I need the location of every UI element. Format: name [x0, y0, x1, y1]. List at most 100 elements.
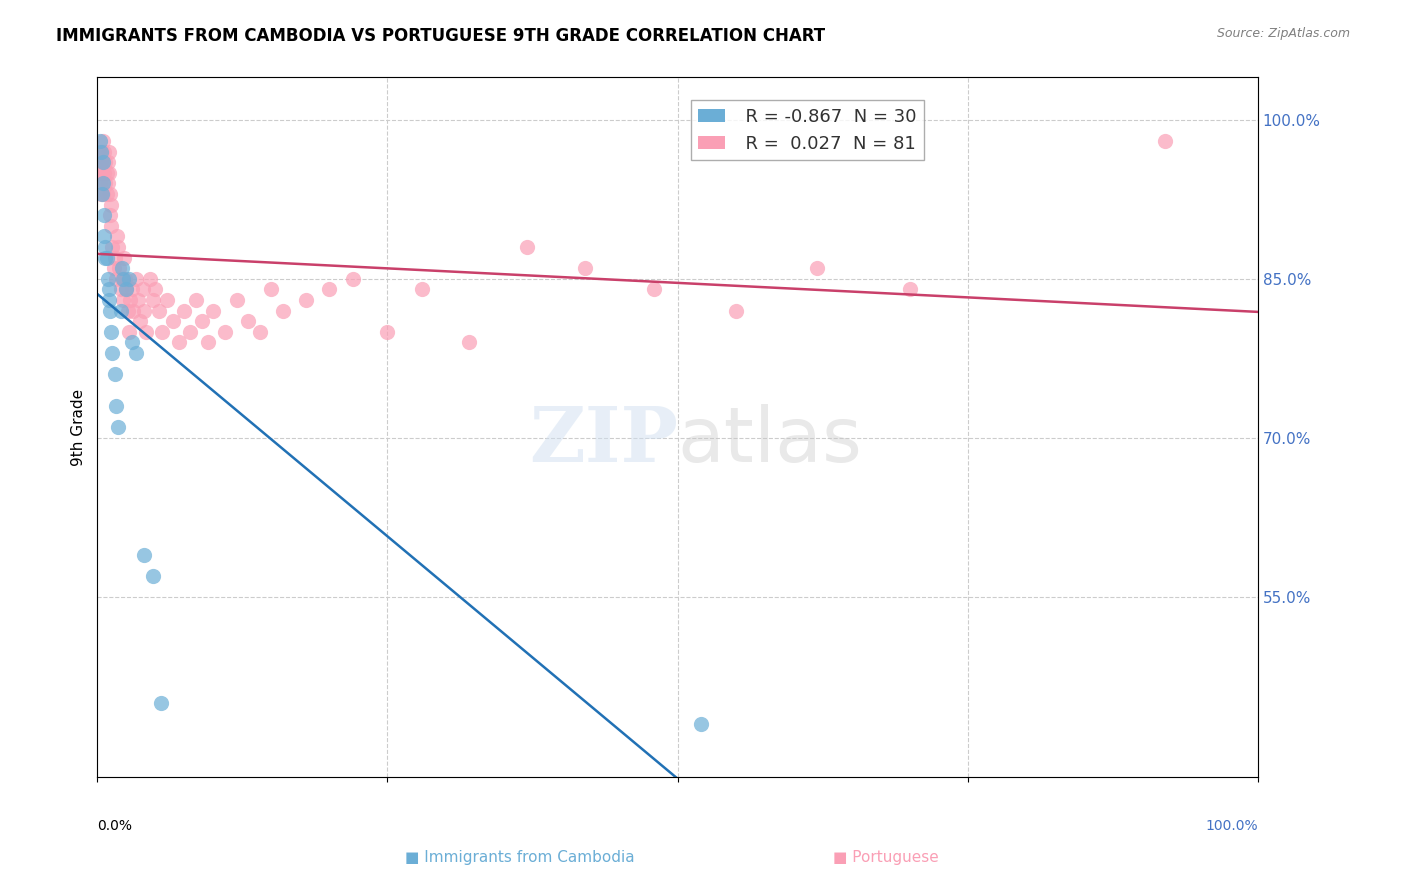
Point	[271, 303, 294, 318]
Legend:   R = -0.867  N = 30,   R =  0.027  N = 81: R = -0.867 N = 30, R = 0.027 N = 81	[690, 101, 924, 160]
Point	[104, 399, 127, 413]
Point	[724, 303, 747, 318]
Point	[93, 229, 115, 244]
Point	[100, 219, 122, 233]
Point	[117, 303, 139, 318]
Point	[574, 261, 596, 276]
Point	[191, 314, 214, 328]
Point	[104, 368, 127, 382]
Point	[121, 335, 143, 350]
Text: ■ Portuguese: ■ Portuguese	[832, 850, 939, 865]
Point	[150, 696, 173, 710]
Point	[110, 303, 132, 318]
Point	[132, 303, 155, 318]
Point	[135, 325, 157, 339]
Point	[122, 303, 145, 318]
Point	[127, 293, 149, 307]
Point	[98, 187, 121, 202]
Point	[145, 283, 167, 297]
Text: 0.0%: 0.0%	[97, 819, 132, 833]
Point	[97, 177, 120, 191]
Point	[98, 208, 121, 222]
Point	[342, 272, 364, 286]
Point	[93, 208, 115, 222]
Point	[249, 325, 271, 339]
Point	[167, 335, 190, 350]
Point	[115, 283, 138, 297]
Point	[114, 272, 136, 286]
Point	[111, 261, 134, 276]
Point	[173, 303, 195, 318]
Point	[111, 272, 134, 286]
Point	[97, 166, 120, 180]
Point	[94, 177, 117, 191]
Point	[87, 145, 110, 159]
Point	[295, 293, 318, 307]
Point	[90, 155, 112, 169]
Point	[105, 229, 128, 244]
Point	[101, 240, 124, 254]
Point	[111, 272, 134, 286]
Point	[97, 145, 120, 159]
Point	[101, 346, 124, 360]
Point	[162, 314, 184, 328]
Point	[121, 283, 143, 297]
Point	[91, 155, 114, 169]
Point	[91, 187, 114, 202]
Point	[97, 272, 120, 286]
Point	[107, 240, 129, 254]
Point	[148, 303, 170, 318]
Point	[377, 325, 399, 339]
Point	[225, 293, 247, 307]
Point	[142, 568, 165, 582]
Point	[97, 155, 120, 169]
Point	[643, 283, 665, 297]
Point	[93, 166, 115, 180]
Point	[89, 134, 111, 148]
Point	[94, 251, 117, 265]
Point	[142, 293, 165, 307]
Point	[90, 145, 112, 159]
Point	[129, 314, 152, 328]
Point	[132, 548, 155, 562]
Point	[98, 303, 121, 318]
Point	[97, 293, 120, 307]
Point	[91, 166, 114, 180]
Point	[516, 240, 538, 254]
Text: Source: ZipAtlas.com: Source: ZipAtlas.com	[1216, 27, 1350, 40]
Point	[112, 251, 135, 265]
Point	[202, 303, 225, 318]
Point	[124, 346, 146, 360]
Point	[91, 155, 114, 169]
Point	[806, 261, 828, 276]
Point	[100, 325, 122, 339]
Point	[89, 177, 111, 191]
Point	[131, 283, 153, 297]
Point	[124, 272, 146, 286]
Point	[107, 420, 129, 434]
Point	[111, 293, 134, 307]
Point	[118, 272, 141, 286]
Point	[238, 314, 260, 328]
Point	[156, 293, 179, 307]
Point	[118, 293, 141, 307]
Point	[1154, 134, 1177, 148]
Text: IMMIGRANTS FROM CAMBODIA VS PORTUGUESE 9TH GRADE CORRELATION CHART: IMMIGRANTS FROM CAMBODIA VS PORTUGUESE 9…	[56, 27, 825, 45]
Point	[457, 335, 479, 350]
Y-axis label: 9th Grade: 9th Grade	[72, 389, 86, 466]
Point	[96, 187, 118, 202]
Point	[91, 145, 114, 159]
Point	[90, 187, 112, 202]
Point	[96, 166, 118, 180]
Point	[93, 145, 115, 159]
Point	[100, 197, 122, 211]
Point	[91, 134, 114, 148]
Point	[179, 325, 201, 339]
Text: ■ Immigrants from Cambodia: ■ Immigrants from Cambodia	[405, 850, 636, 865]
Point	[260, 283, 283, 297]
Point	[318, 283, 340, 297]
Point	[103, 261, 125, 276]
Point	[96, 251, 118, 265]
Text: 100.0%: 100.0%	[1205, 819, 1258, 833]
Point	[411, 283, 433, 297]
